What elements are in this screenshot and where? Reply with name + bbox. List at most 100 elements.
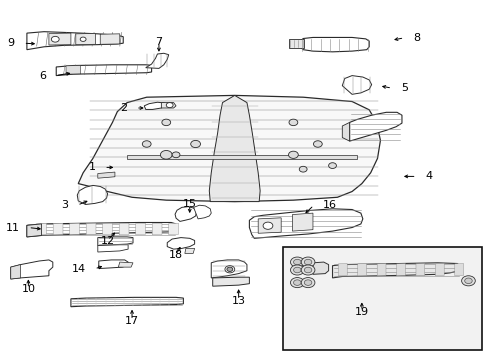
Text: 2: 2 xyxy=(120,103,127,113)
Circle shape xyxy=(160,150,172,159)
Polygon shape xyxy=(258,218,281,233)
Polygon shape xyxy=(86,223,96,235)
Circle shape xyxy=(301,265,314,275)
Circle shape xyxy=(313,141,322,147)
Circle shape xyxy=(299,166,306,172)
Circle shape xyxy=(304,267,311,273)
Polygon shape xyxy=(78,95,380,202)
Circle shape xyxy=(288,119,297,126)
Polygon shape xyxy=(249,209,362,238)
Text: 12: 12 xyxy=(101,236,114,246)
Polygon shape xyxy=(145,53,168,68)
Polygon shape xyxy=(99,260,128,269)
Polygon shape xyxy=(98,172,115,178)
Circle shape xyxy=(226,267,232,271)
Polygon shape xyxy=(342,76,371,94)
Circle shape xyxy=(166,103,173,108)
Polygon shape xyxy=(212,277,249,286)
Polygon shape xyxy=(11,260,53,279)
Polygon shape xyxy=(102,223,112,235)
Polygon shape xyxy=(376,264,385,276)
Polygon shape xyxy=(49,33,71,45)
Circle shape xyxy=(263,222,272,229)
Polygon shape xyxy=(37,223,46,235)
Circle shape xyxy=(301,278,314,288)
Polygon shape xyxy=(168,223,178,235)
Text: 14: 14 xyxy=(71,264,85,274)
Polygon shape xyxy=(434,264,443,276)
Polygon shape xyxy=(11,265,20,279)
Polygon shape xyxy=(175,207,196,221)
Polygon shape xyxy=(119,223,129,235)
Circle shape xyxy=(290,257,304,267)
Text: 6: 6 xyxy=(40,71,46,81)
Circle shape xyxy=(290,265,304,275)
Text: 4: 4 xyxy=(425,171,432,181)
Polygon shape xyxy=(332,263,460,278)
Polygon shape xyxy=(98,237,133,246)
Polygon shape xyxy=(396,264,405,276)
Polygon shape xyxy=(152,223,162,235)
Polygon shape xyxy=(127,155,356,159)
Polygon shape xyxy=(27,32,123,50)
Polygon shape xyxy=(53,223,63,235)
Polygon shape xyxy=(193,205,211,219)
Polygon shape xyxy=(98,245,128,252)
Polygon shape xyxy=(144,102,165,109)
Polygon shape xyxy=(357,264,366,276)
Bar xyxy=(282,247,481,350)
Polygon shape xyxy=(161,103,176,108)
Circle shape xyxy=(142,141,151,147)
Polygon shape xyxy=(100,34,120,44)
Circle shape xyxy=(293,267,301,273)
Polygon shape xyxy=(349,112,401,141)
Polygon shape xyxy=(415,264,424,276)
Polygon shape xyxy=(454,264,463,276)
Text: 8: 8 xyxy=(412,33,420,43)
Polygon shape xyxy=(77,185,107,204)
Circle shape xyxy=(51,36,59,42)
Polygon shape xyxy=(56,65,151,76)
Circle shape xyxy=(224,266,234,273)
Polygon shape xyxy=(118,262,133,267)
Circle shape xyxy=(461,276,474,286)
Circle shape xyxy=(172,152,180,158)
Polygon shape xyxy=(69,223,79,235)
Polygon shape xyxy=(288,39,304,48)
Polygon shape xyxy=(27,222,176,237)
Polygon shape xyxy=(211,260,246,278)
Polygon shape xyxy=(209,95,260,202)
Polygon shape xyxy=(76,33,95,45)
Text: 1: 1 xyxy=(88,162,95,172)
Text: 16: 16 xyxy=(322,200,336,210)
Text: 9: 9 xyxy=(7,38,15,48)
Polygon shape xyxy=(300,37,368,52)
Text: 17: 17 xyxy=(125,316,139,326)
Text: 7: 7 xyxy=(155,37,162,47)
Circle shape xyxy=(304,259,311,265)
Polygon shape xyxy=(184,248,194,253)
Circle shape xyxy=(293,280,301,285)
Polygon shape xyxy=(27,224,41,237)
Circle shape xyxy=(190,140,200,148)
Circle shape xyxy=(301,257,314,267)
Polygon shape xyxy=(167,238,194,249)
Text: 15: 15 xyxy=(183,199,196,209)
Text: 19: 19 xyxy=(354,307,368,317)
Polygon shape xyxy=(292,213,312,231)
Circle shape xyxy=(288,151,298,158)
Circle shape xyxy=(290,278,304,288)
Polygon shape xyxy=(66,66,81,74)
Polygon shape xyxy=(71,297,183,307)
Circle shape xyxy=(80,37,86,41)
Circle shape xyxy=(304,280,311,285)
Polygon shape xyxy=(312,262,328,274)
Text: 13: 13 xyxy=(231,296,245,306)
Circle shape xyxy=(293,259,301,265)
Text: 3: 3 xyxy=(61,200,68,210)
Polygon shape xyxy=(135,223,145,235)
Circle shape xyxy=(464,278,471,284)
Text: 11: 11 xyxy=(5,222,20,233)
Circle shape xyxy=(162,119,170,126)
Circle shape xyxy=(328,163,336,168)
